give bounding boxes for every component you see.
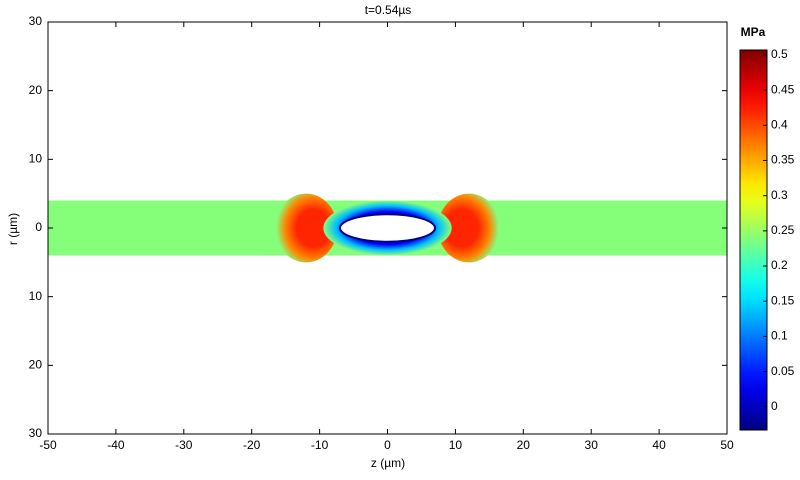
y-tick-label: 0 (35, 220, 42, 234)
x-tick-label: -10 (311, 438, 329, 452)
x-tick-label: -30 (175, 438, 193, 452)
chart-title: t=0.54µs (365, 3, 412, 17)
x-tick-label: -40 (107, 438, 125, 452)
plot-area (48, 193, 727, 263)
colorbar-tick-label: 0.05 (771, 364, 795, 378)
colorbar-tick-label: 0.15 (771, 293, 795, 307)
colorbar-tick-label: 0.45 (771, 82, 795, 96)
colorbar (739, 49, 768, 431)
colorbar-tick-label: 0.3 (771, 188, 788, 202)
x-tick-label: -50 (39, 438, 57, 452)
y-tick-label: 10 (29, 289, 43, 303)
y-tick-label: 30 (29, 14, 43, 28)
x-tick-label: 30 (585, 438, 599, 452)
y-tick-label: 10 (29, 152, 43, 166)
y-tick-label: 30 (29, 426, 43, 440)
colorbar-tick-label: 0.25 (771, 223, 795, 237)
x-tick-label: 40 (652, 438, 666, 452)
colorbar-tick-label: 0.35 (771, 153, 795, 167)
x-tick-label: 50 (720, 438, 734, 452)
colorbar-tick-label: 0.2 (771, 258, 788, 272)
bulge (437, 193, 501, 263)
colorbar-tick-label: 0.5 (771, 47, 788, 61)
y-axis-label: r (µm) (6, 213, 20, 245)
y-tick-label: 20 (29, 358, 43, 372)
bulge (274, 193, 338, 263)
colorbar-tick-label: 0.4 (771, 117, 788, 131)
colorbar-label: MPa (741, 25, 766, 39)
x-tick-label: 0 (384, 438, 391, 452)
x-tick-label: -20 (243, 438, 261, 452)
bubble (338, 213, 437, 243)
x-tick-label: 20 (517, 438, 531, 452)
colorbar-tick-label: 0.1 (771, 329, 788, 343)
colorbar-tick-label: 0 (771, 399, 778, 413)
x-axis-label: z (µm) (371, 456, 405, 470)
y-tick-label: 20 (29, 83, 43, 97)
x-tick-label: 10 (449, 438, 463, 452)
